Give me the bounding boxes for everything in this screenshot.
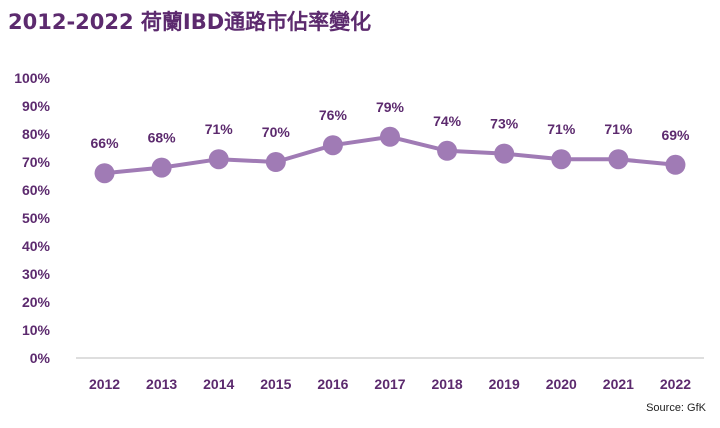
- data-label: 68%: [148, 130, 177, 146]
- data-point: [665, 154, 686, 175]
- y-axis: 0% 10% 20% 30% 40% 50% 60% 70% 80% 90% 100%: [14, 70, 50, 366]
- y-tick-label: 80%: [22, 126, 51, 142]
- data-point: [437, 140, 458, 161]
- data-point: [608, 149, 629, 170]
- data-label: 74%: [433, 113, 462, 129]
- y-tick-label: 90%: [22, 98, 51, 114]
- data-point: [322, 135, 343, 156]
- x-tick-label: 2012: [89, 376, 120, 392]
- data-label: 66%: [91, 135, 120, 151]
- data-points: [94, 126, 686, 184]
- data-labels: 66% 68% 71% 70% 76% 79% 74% 73% 71% 71% 69%: [91, 99, 690, 151]
- source-note: Source: GfK: [646, 402, 706, 414]
- data-label: 79%: [376, 99, 405, 115]
- y-tick-label: 70%: [22, 154, 51, 170]
- data-label: 70%: [262, 124, 291, 140]
- y-tick-label: 30%: [22, 266, 51, 282]
- y-tick-label: 10%: [22, 322, 51, 338]
- x-tick-label: 2015: [260, 376, 291, 392]
- x-axis: 2012 2013 2014 2015 2016 2017 2018 2019 2020 2021…: [89, 376, 691, 392]
- data-label: 71%: [205, 121, 234, 137]
- x-tick-label: 2019: [489, 376, 520, 392]
- data-point: [208, 149, 229, 170]
- x-tick-label: 2022: [660, 376, 691, 392]
- y-tick-label: 100%: [14, 70, 50, 86]
- y-tick-label: 40%: [22, 238, 51, 254]
- x-tick-label: 2017: [374, 376, 405, 392]
- x-tick-label: 2016: [317, 376, 348, 392]
- data-point: [151, 157, 172, 178]
- data-point: [380, 126, 400, 147]
- data-point: [94, 163, 115, 184]
- x-tick-label: 2014: [203, 376, 234, 392]
- y-tick-label: 50%: [22, 210, 51, 226]
- y-tick-label: 0%: [30, 350, 51, 366]
- x-tick-label: 2020: [546, 376, 577, 392]
- chart-title: 2012-2022 荷蘭IBD通路市佔率變化: [8, 10, 372, 34]
- data-label: 73%: [490, 116, 519, 132]
- x-tick-label: 2018: [432, 376, 463, 392]
- x-tick-label: 2021: [603, 376, 634, 392]
- data-point: [494, 143, 515, 164]
- x-tick-label: 2013: [146, 376, 177, 392]
- data-label: 76%: [319, 107, 348, 123]
- y-tick-label: 20%: [22, 294, 51, 310]
- y-tick-label: 60%: [22, 182, 51, 198]
- data-point: [551, 149, 572, 170]
- data-label: 69%: [661, 127, 690, 143]
- data-point: [265, 152, 286, 172]
- data-label: 71%: [547, 121, 576, 137]
- data-label: 71%: [604, 121, 633, 137]
